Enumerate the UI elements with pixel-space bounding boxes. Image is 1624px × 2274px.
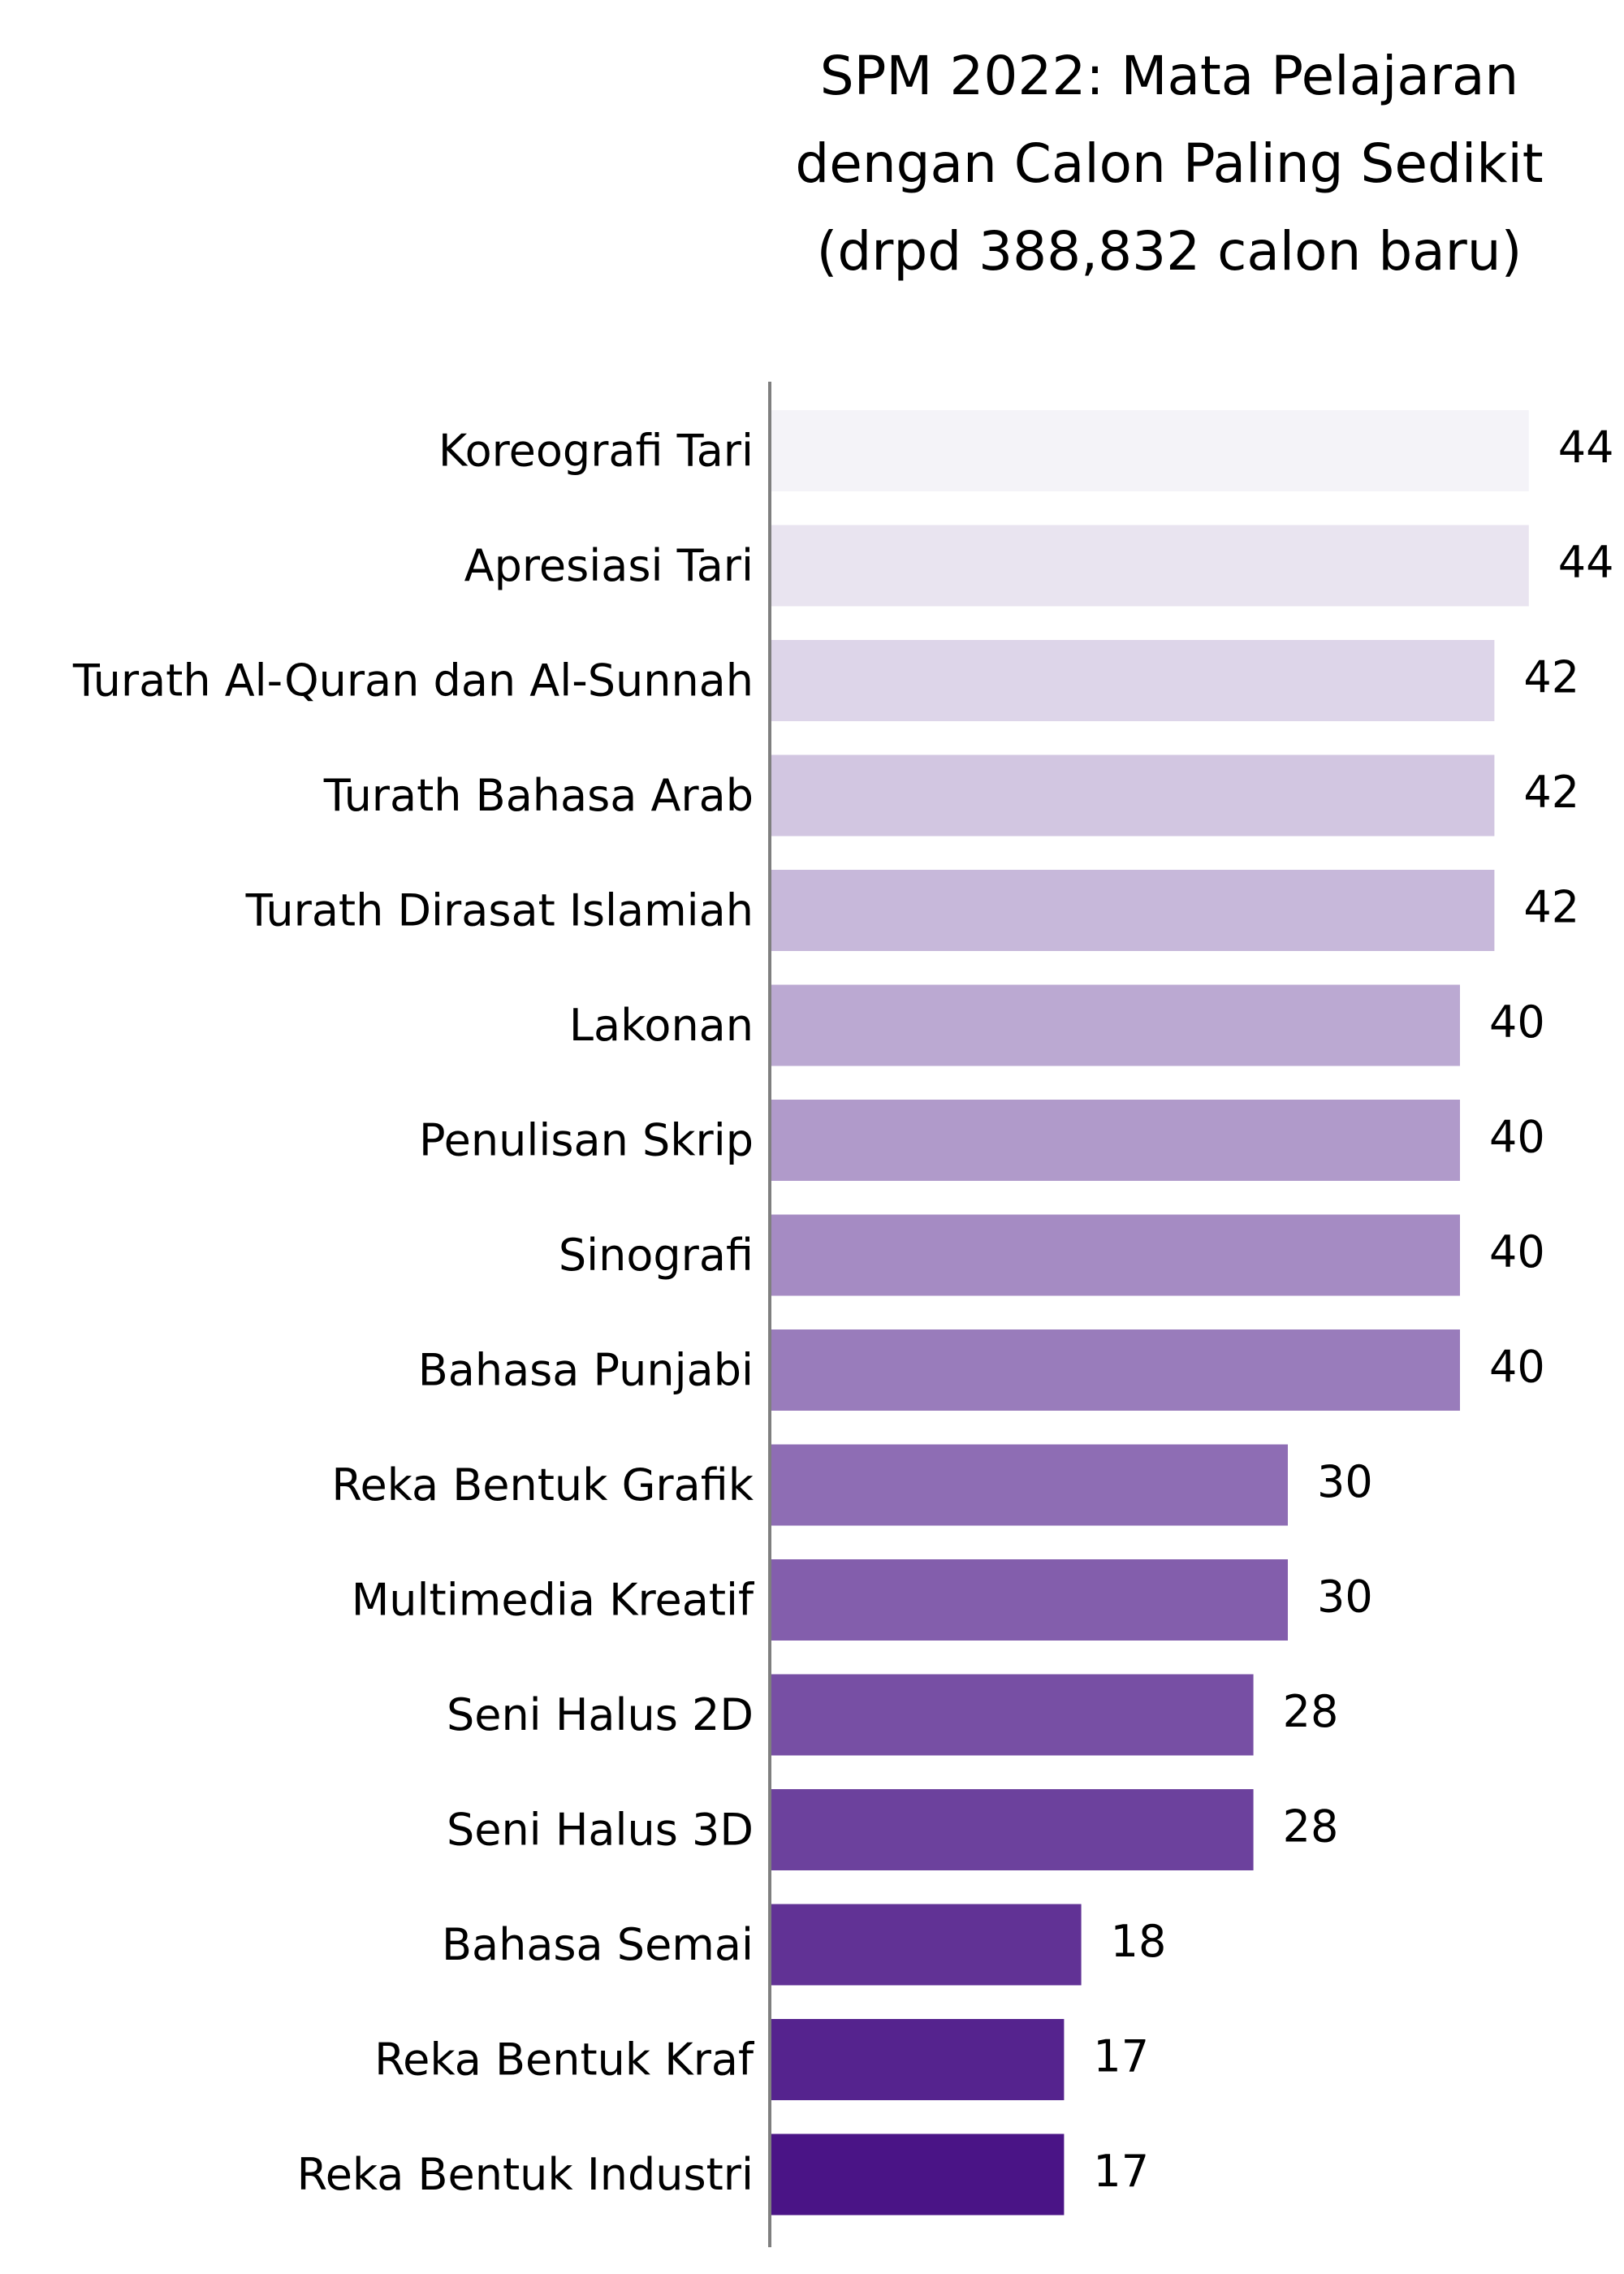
bar	[771, 410, 1529, 491]
category-label: Reka Bentuk Kraf	[374, 2034, 755, 2086]
bar	[771, 1789, 1254, 1870]
bars-layer	[771, 410, 1529, 2216]
value-label: 42	[1523, 652, 1579, 703]
category-label: Seni Halus 3D	[447, 1805, 754, 1856]
value-label: 30	[1317, 1456, 1373, 1507]
chart-title-line-2: dengan Calon Paling Sedikit	[795, 132, 1544, 195]
category-label: Sinografi	[559, 1230, 754, 1281]
value-label: 40	[1489, 996, 1545, 1048]
value-label: 40	[1489, 1226, 1545, 1278]
value-label: 40	[1489, 1342, 1545, 1393]
category-label: Bahasa Semai	[442, 1919, 754, 1970]
category-label: Reka Bentuk Grafik	[331, 1459, 754, 1511]
bar	[771, 640, 1495, 721]
category-label: Turath Al-Quran dan Al-Sunnah	[72, 655, 754, 707]
bar	[771, 1559, 1288, 1641]
bar	[771, 870, 1495, 951]
bar	[771, 525, 1529, 607]
value-label: 17	[1093, 2031, 1149, 2082]
category-label: Koreografi Tari	[438, 426, 754, 477]
value-label: 30	[1317, 1571, 1373, 1623]
value-label: 17	[1093, 2146, 1149, 2197]
value-label: 28	[1283, 1801, 1339, 1852]
category-label: Reka Bentuk Industri	[297, 2149, 754, 2200]
chart-title: SPM 2022: Mata Pelajaran dengan Calon Pa…	[763, 32, 1575, 296]
value-label: 42	[1523, 882, 1579, 933]
category-label: Multimedia Kreatif	[352, 1575, 755, 1626]
bar	[771, 1444, 1288, 1526]
category-labels-layer: Koreografi Tari Apresiasi Tari Turath Al-Q…	[72, 426, 755, 2201]
category-label: Lakonan	[569, 1000, 754, 1051]
value-labels-layer: 44 44 42 42 42 40 40 40 40 30 30 28 28 18 17 17	[1093, 422, 1613, 2198]
chart-title-line-3: (drpd 388,832 calon baru)	[816, 220, 1522, 283]
bar	[771, 754, 1495, 837]
category-label: Penulisan Skrip	[419, 1115, 754, 1166]
chart-title-line-1: SPM 2022: Mata Pelajaran	[819, 45, 1519, 107]
value-label: 44	[1558, 422, 1614, 473]
bar	[771, 1329, 1460, 1411]
bar	[771, 984, 1460, 1066]
bar	[771, 1674, 1254, 1756]
value-label: 18	[1111, 1916, 1167, 1967]
bar	[771, 1904, 1082, 1986]
bar	[771, 2019, 1065, 2100]
value-label: 42	[1523, 767, 1579, 818]
category-label: Turath Bahasa Arab	[323, 770, 754, 821]
category-label: Bahasa Punjabi	[418, 1345, 754, 1396]
value-label: 44	[1558, 537, 1614, 588]
category-label: Seni Halus 2D	[447, 1689, 754, 1740]
value-label: 28	[1283, 1686, 1339, 1737]
category-label: Apresiasi Tari	[464, 540, 754, 591]
category-label: Turath Dirasat Islamiah	[245, 885, 754, 936]
bar	[771, 1214, 1460, 1296]
value-label: 40	[1489, 1112, 1545, 1163]
bar	[771, 2133, 1065, 2216]
bar	[771, 1100, 1460, 1181]
